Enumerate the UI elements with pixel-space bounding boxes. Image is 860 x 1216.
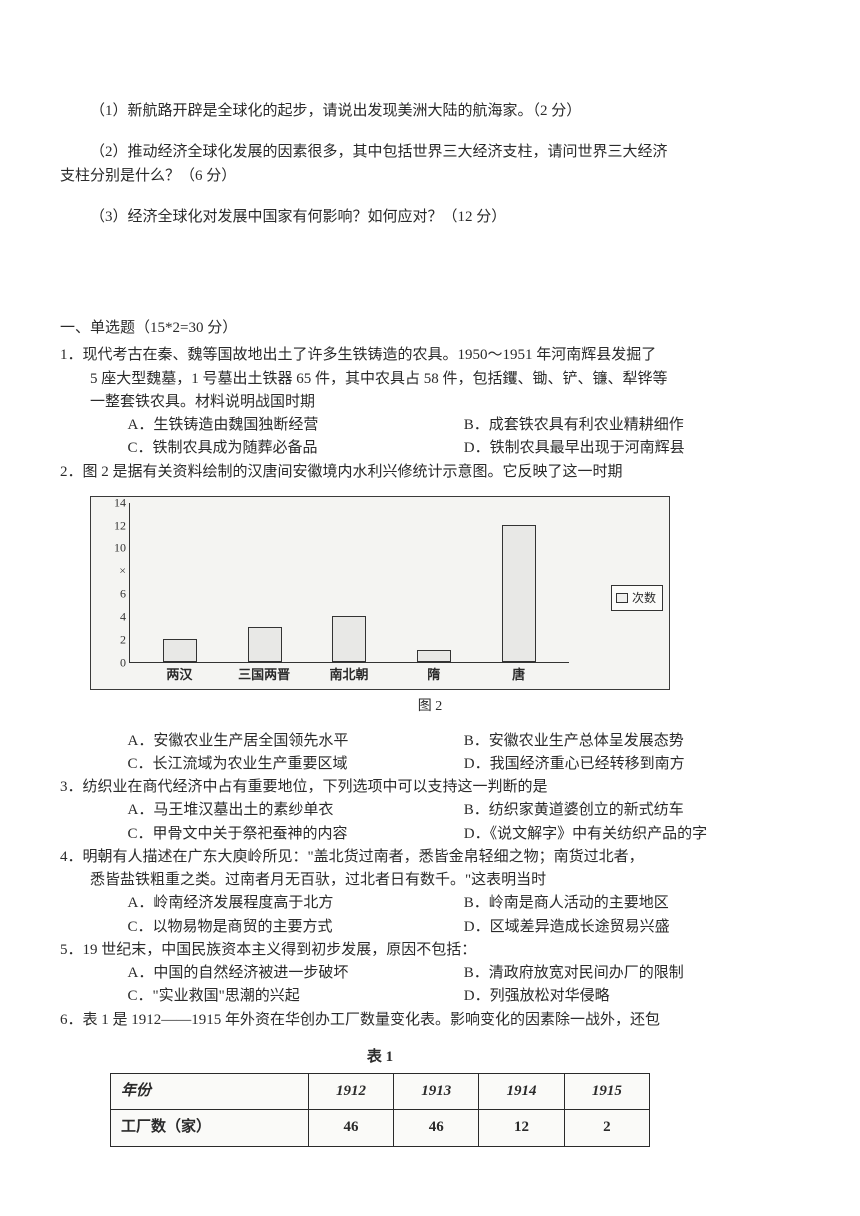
mc3-opt-a[interactable]: A．马王堆汉墓出土的素纱单衣 (128, 799, 464, 822)
mc2-opt-a[interactable]: A．安徽农业生产居全国领先水平 (128, 730, 464, 753)
y-tick: 12 (114, 516, 126, 535)
mc3-options: A．马王堆汉墓出土的素纱单衣 B．纺织家黄道婆创立的新式纺车 C．甲骨文中关于祭… (60, 799, 800, 846)
mc5-opt-d[interactable]: D．列强放松对华侵略 (464, 985, 800, 1008)
mc3-opt-c[interactable]: C．甲骨文中关于祭祀蚕神的内容 (128, 823, 464, 846)
y-tick: 0 (120, 653, 126, 672)
mc1-options: A．生铁铸造由魏国独断经营 B．成套铁农具有利农业精耕细作 C．铁制农具成为随葬… (60, 414, 800, 461)
mc5-opt-a[interactable]: A．中国的自然经济被进一步破坏 (128, 962, 464, 985)
mc4-stem-line2: 悉皆盐铁粗重之类。过南者月无百驮，过北者日有数千。"这表明当时 (60, 869, 800, 892)
mc2-stem: 2．图 2 是据有关资料绘制的汉唐间安徽境内水利兴修统计示意图。它反映了这一时期 (60, 461, 800, 484)
mc3-opt-d[interactable]: D．《说文解字》中有关纺织产品的字 (464, 823, 800, 846)
bar (332, 616, 366, 662)
table-header-row: 年份 1912 1913 1914 1915 (111, 1074, 650, 1110)
mc5-opt-c[interactable]: C．"实业救国"思潮的兴起 (128, 985, 464, 1008)
question-3: （3）经济全球化对发展中国家有何影响？如何应对？（12 分） (60, 206, 800, 229)
mc6-stem: 6．表 1 是 1912——1915 年外资在华创办工厂数量变化表。影响变化的因… (60, 1009, 800, 1032)
td-1912: 46 (308, 1110, 393, 1146)
x-label: 隋 (402, 665, 466, 685)
mc4-opt-d[interactable]: D．区域差异造成长途贸易兴盛 (464, 916, 800, 939)
legend: 次数 (611, 585, 663, 612)
mc5-opt-b[interactable]: B．清政府放宽对民间办厂的限制 (464, 962, 800, 985)
x-label: 唐 (487, 665, 551, 685)
y-tick: 2 (120, 631, 126, 650)
bar (417, 650, 451, 661)
bar (248, 627, 282, 661)
th-1912: 1912 (308, 1074, 393, 1110)
chart-caption: 图 2 (60, 696, 800, 718)
y-tick: 14 (114, 493, 126, 512)
mc1-opt-a[interactable]: A．生铁铸造由魏国独断经营 (128, 414, 464, 437)
mc5-options: A．中国的自然经济被进一步破坏 B．清政府放宽对民间办厂的限制 C．"实业救国"… (60, 962, 800, 1009)
mc2-opt-c[interactable]: C．长江流域为农业生产重要区域 (128, 753, 464, 776)
mc3-stem: 3．纺织业在商代经济中占有重要地位，下列选项中可以支持这一判断的是 (60, 776, 800, 799)
factory-table: 年份 1912 1913 1914 1915 工厂数（家） 46 46 12 2 (110, 1073, 650, 1147)
y-tick: 4 (120, 608, 126, 627)
question-2-line1: （2）推动经济全球化发展的因素很多，其中包括世界三大经济支柱，请问世界三大经济 (60, 141, 800, 164)
mc2-options: A．安徽农业生产居全国领先水平 B．安徽农业生产总体呈发展态势 C．长江流域为农… (60, 730, 800, 777)
bar-chart: 14 12 10 × 6 4 2 0 两汉 三国两晋 南北朝 隋 唐 次数 (90, 496, 670, 690)
th-1913: 1913 (394, 1074, 479, 1110)
mc2-opt-b[interactable]: B．安徽农业生产总体呈发展态势 (464, 730, 800, 753)
mc3-opt-b[interactable]: B．纺织家黄道婆创立的新式纺车 (464, 799, 800, 822)
table-wrap: 表 1 年份 1912 1913 1914 1915 工厂数（家） 46 46 … (110, 1046, 800, 1147)
bar (502, 525, 536, 662)
mc4-options: A．岭南经济发展程度高于北方 B．岭南是商人活动的主要地区 C．以物易物是商贸的… (60, 892, 800, 939)
mc2-opt-d[interactable]: D．我国经济重心已经转移到南方 (464, 753, 800, 776)
mc1-stem-line3: 一整套铁农具。材料说明战国时期 (60, 391, 800, 414)
td-1915: 2 (564, 1110, 649, 1146)
mc1-stem-line2: 5 座大型魏墓，1 号墓出土铁器 65 件，其中农具占 58 件，包括钁、锄、铲… (60, 368, 800, 391)
td-1913: 46 (394, 1110, 479, 1146)
th-year-label: 年份 (111, 1074, 309, 1110)
td-1914: 12 (479, 1110, 564, 1146)
question-1: （1）新航路开辟是全球化的起步，请说出发现美洲大陆的航海家。（2 分） (60, 100, 800, 123)
x-label: 两汉 (147, 665, 211, 685)
mc5-stem: 5．19 世纪末，中国民族资本主义得到初步发展，原因不包括： (60, 939, 800, 962)
mc1-opt-b[interactable]: B．成套铁农具有利农业精耕细作 (464, 414, 800, 437)
bars (130, 503, 569, 662)
x-label: 南北朝 (317, 665, 381, 685)
x-label: 三国两晋 (232, 665, 296, 685)
y-tick: 6 (120, 585, 126, 604)
y-tick: × (119, 562, 126, 581)
th-1914: 1914 (479, 1074, 564, 1110)
mc1-opt-c[interactable]: C．铁制农具成为随葬必备品 (128, 437, 464, 460)
y-tick: 10 (114, 539, 126, 558)
table-title: 表 1 (110, 1046, 650, 1069)
th-1915: 1915 (564, 1074, 649, 1110)
section-heading: 一、单选题（15*2=30 分） (60, 317, 800, 340)
mc4-opt-b[interactable]: B．岭南是商人活动的主要地区 (464, 892, 800, 915)
mc4-stem-line1: 4．明朝有人描述在广东大庾岭所见："盖北货过南者，悉皆金帛轻细之物；南货过北者， (60, 846, 800, 869)
mc1-opt-d[interactable]: D．铁制农具最早出现于河南辉县 (464, 437, 800, 460)
mc1-stem-line1: 1．现代考古在秦、魏等国故地出土了许多生铁铸造的农具。1950～1951 年河南… (60, 344, 800, 367)
y-axis: 141210×6420 (102, 503, 128, 662)
x-axis-labels: 两汉 三国两晋 南北朝 隋 唐 (129, 663, 569, 685)
table-data-row: 工厂数（家） 46 46 12 2 (111, 1110, 650, 1146)
legend-swatch (616, 593, 628, 603)
legend-label: 次数 (632, 589, 656, 608)
bar (163, 639, 197, 662)
mc4-opt-a[interactable]: A．岭南经济发展程度高于北方 (128, 892, 464, 915)
question-2-line2: 支柱分别是什么？（6 分） (60, 165, 800, 188)
mc4-opt-c[interactable]: C．以物易物是商贸的主要方式 (128, 916, 464, 939)
td-row-label: 工厂数（家） (111, 1110, 309, 1146)
